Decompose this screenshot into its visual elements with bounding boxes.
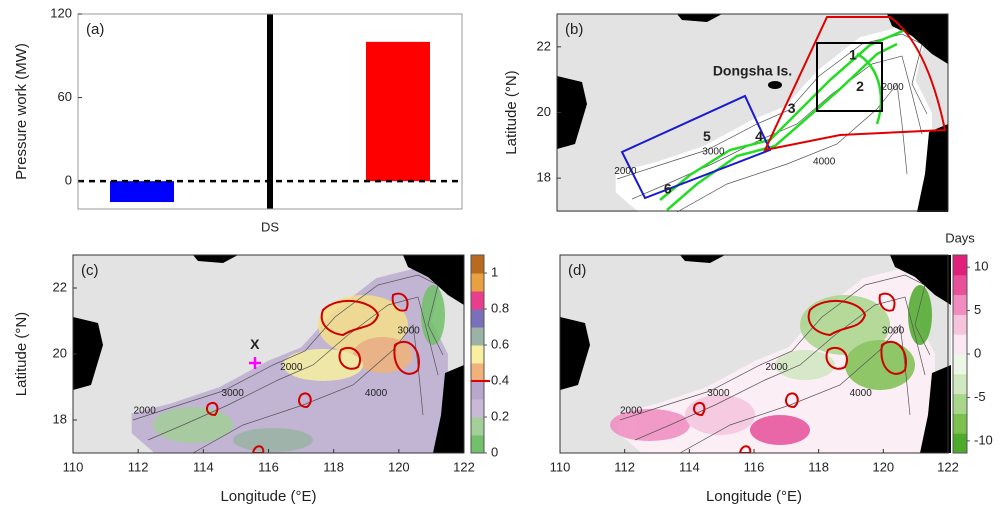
map-c [73,255,464,453]
y-axis-label: Latitude (°N) [503,70,520,154]
colorbar-segment [471,435,484,454]
y-tick-label: 18 [537,170,551,185]
annotation: 3000 [222,388,245,399]
annotation: 2000 [881,82,904,93]
y-tick-label: 20 [53,345,67,360]
x-axis-label: Longitude (°E) [706,488,802,505]
x-tick-label: 116 [258,459,279,474]
annotation: 3000 [702,147,725,158]
bar [110,181,174,202]
y-tick-label: 120 [50,5,72,20]
x-tick-label: 122 [453,459,475,474]
colorbar-segment [471,381,484,400]
colorbar-tick-label: 10 [974,259,988,274]
x-tick-label: 112 [128,459,149,474]
x-tick-label: 112 [614,459,635,474]
x-tick-label: 110 [63,459,84,474]
annotation: 3000 [397,326,420,337]
panel-label: (a) [86,21,104,38]
annotation: 4000 [813,156,836,167]
annotation: 2000 [620,406,643,417]
figure: DS060120(a)Pressure work (MW)Dongsha Is.… [0,0,1007,512]
annotation: 6 [664,181,672,197]
map-b [557,14,948,212]
colorbar-segment [471,255,484,274]
x-tick-label: 114 [193,459,214,474]
y-tick-label: 22 [537,38,551,53]
y-tick-label: 20 [537,104,551,119]
colorbar-segment [471,417,484,436]
colorbar-segment [471,273,484,292]
colorbar-title: Days [945,230,975,245]
colorbar-segment [471,363,484,382]
y-tick-label: 22 [53,279,67,294]
x-tick-label: 120 [388,459,410,474]
x-tick-label: 114 [679,459,700,474]
panel-label: (d) [568,262,586,279]
colorbar-segment [953,413,967,433]
x-tick-label: 118 [323,459,344,474]
colorbar-tick-label: 0 [491,444,498,459]
y-tick-label: 18 [53,411,67,426]
colorbar-segment [953,433,967,453]
colorbar-tick-label: -5 [974,389,986,404]
panel-label: (b) [565,21,583,38]
colorbar-segment [471,345,484,364]
y-tick-label: 0 [65,173,72,188]
colorbar-tick-label: -10 [974,432,993,447]
colorbar-segment [953,275,967,295]
annotation: 2000 [766,362,789,373]
colorbar-segment [471,291,484,310]
annotation: 4000 [850,388,873,399]
colorbar-segment [471,327,484,346]
colorbar-segment [953,354,967,374]
x-tick-label: 118 [808,459,829,474]
colorbar-tick-label: 0.4 [491,372,509,387]
annotation: 3000 [707,388,730,399]
x-tick-label: 120 [872,459,894,474]
annotation: 5 [703,128,711,144]
colorbar-segment [471,399,484,418]
x-tick-label: 122 [937,459,959,474]
colorbar-segment [953,374,967,394]
annotation: 3 [788,100,796,116]
colorbar-tick-label: 0 [974,345,981,360]
x-tick-label: 110 [550,459,571,474]
panel-label: (c) [81,262,99,279]
x-tick-label: 116 [744,459,765,474]
y-axis-label: Latitude (°N) [13,312,30,396]
annotation: 2000 [134,406,157,417]
annotation: 3000 [882,326,905,337]
colorbar-tick-label: 0.6 [491,336,509,351]
annotation: 2000 [280,362,303,373]
annotation: 1 [849,46,857,62]
annotation: 2 [856,78,864,94]
colorbar-segment [953,295,967,315]
annotation: 4 [755,128,763,144]
colorbar-tick-label: 0.8 [491,300,509,315]
x-tick-label: DS [261,219,279,234]
colorbar-tick-label: 0.2 [491,408,509,423]
colorbar-segment [953,394,967,414]
colorbar-segment [953,334,967,354]
annotation: X [250,336,260,352]
colorbar-segment [953,314,967,334]
y-tick-label: 60 [58,89,72,104]
bar [366,42,430,181]
annotation: 2000 [614,166,637,177]
colorbar-segment [471,309,484,328]
colorbar-tick-label: 5 [974,302,981,317]
annotation: Dongsha Is. [713,62,792,78]
colorbar-tick-label: 1 [491,264,498,279]
map-d [560,255,951,453]
x-axis-label: Longitude (°E) [220,488,316,505]
annotation: 4000 [365,388,388,399]
colorbar-segment [953,255,967,275]
y-axis-label: Pressure work (MW) [13,43,30,180]
